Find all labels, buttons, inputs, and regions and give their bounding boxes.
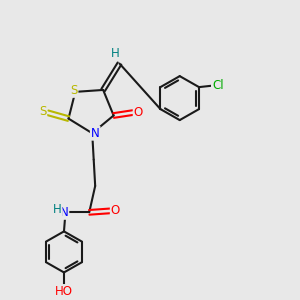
Text: S: S	[39, 105, 46, 118]
Text: Cl: Cl	[212, 79, 224, 92]
Text: N: N	[91, 127, 100, 140]
Text: O: O	[111, 204, 120, 218]
Text: H: H	[53, 203, 62, 216]
Text: N: N	[60, 206, 68, 219]
Text: O: O	[134, 106, 143, 119]
Text: HO: HO	[55, 285, 73, 298]
Text: H: H	[111, 47, 119, 60]
Text: S: S	[70, 84, 77, 97]
